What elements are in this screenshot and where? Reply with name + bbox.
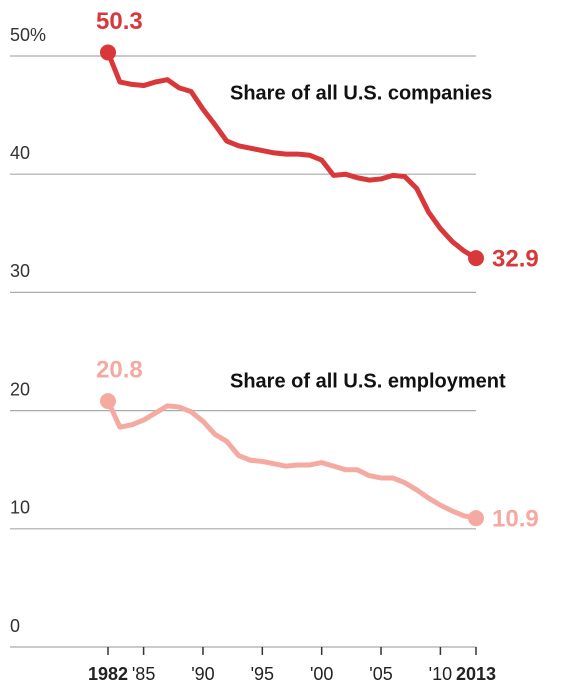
series-name: Share of all U.S. companies [230,82,492,104]
value-label: 50.3 [96,8,143,35]
x-tick-label: '90 [191,664,214,684]
end-point [468,510,484,527]
y-tick-label: 40 [10,143,30,163]
y-tick-label: 30 [10,261,30,281]
x-tick-label: '85 [132,664,155,684]
end-point [100,44,116,61]
series-line [105,398,479,521]
x-tick-label: '95 [251,664,274,684]
end-point [468,250,484,267]
x-tick-label: 1982 [88,664,128,684]
y-tick-label: 0 [10,616,20,636]
y-tick-label: 50% [10,25,46,45]
value-label: 10.9 [492,506,539,533]
y-tick-label: 20 [10,379,30,399]
series-line [105,49,479,261]
x-tick-label: '00 [310,664,333,684]
series-name: Share of all U.S. employment [230,370,506,392]
x-tick-label: 2013 [456,664,496,684]
value-label: 20.8 [96,356,143,383]
x-tick-label: '10 [429,664,452,684]
value-label: 32.9 [492,245,539,272]
x-tick-label: '05 [369,664,392,684]
end-point [100,393,116,410]
y-tick-label: 10 [10,498,30,518]
